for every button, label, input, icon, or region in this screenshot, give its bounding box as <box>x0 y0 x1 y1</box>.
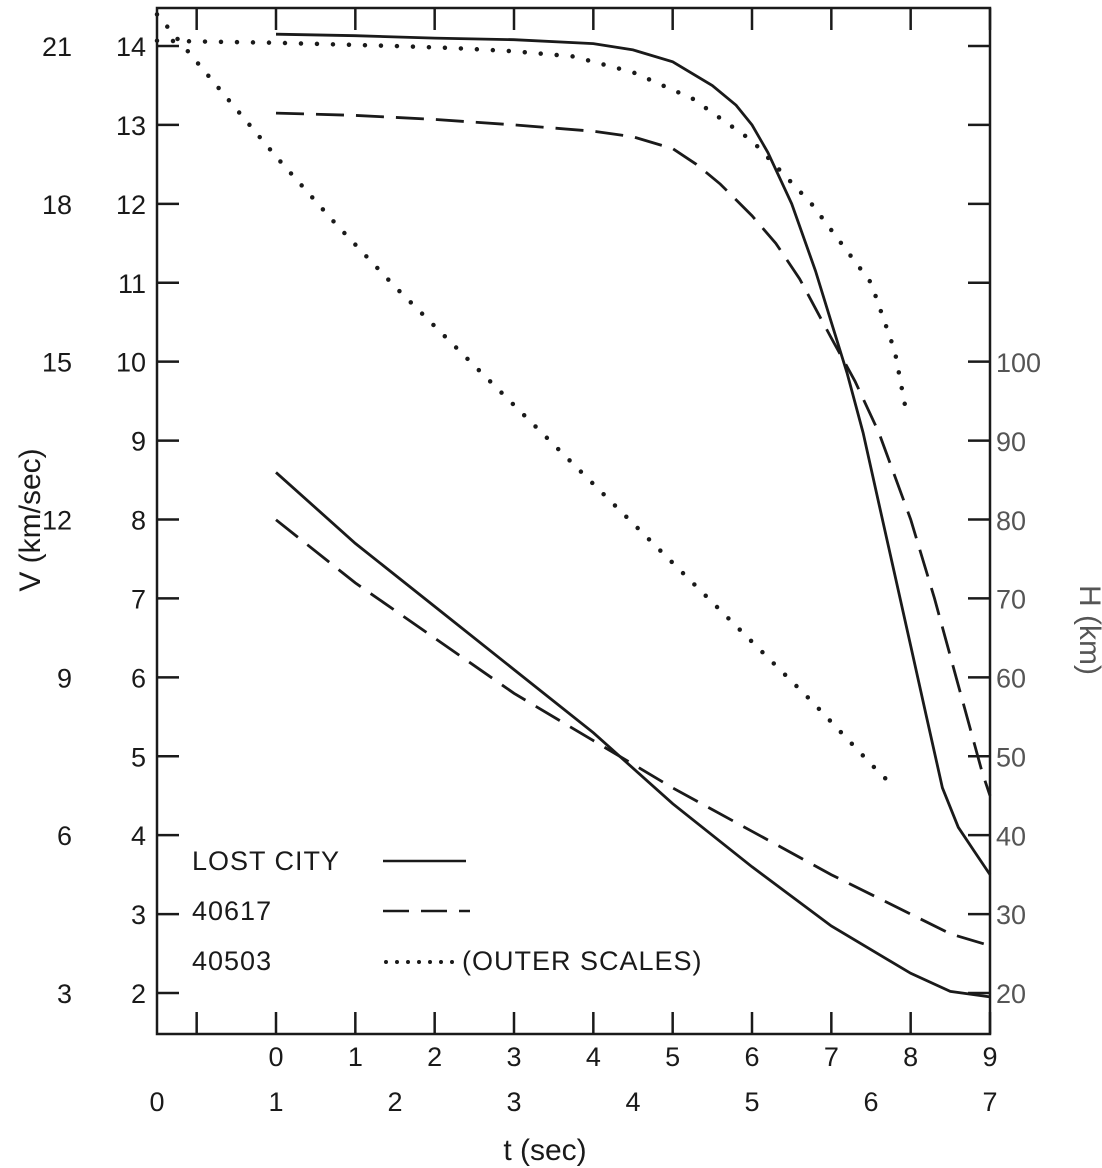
legend: LOST CITY 40617 40503 (OUTER SCALES) <box>192 846 703 976</box>
x-tick-label-outer-6: 6 <box>863 1087 878 1117</box>
y-tick-label-inner-14: 14 <box>116 32 146 62</box>
h-tick-label-100: 100 <box>996 348 1041 378</box>
h-tick-label-70: 70 <box>996 585 1026 615</box>
series-line-40503-v <box>154 38 909 417</box>
series-line-40503-h <box>154 12 898 791</box>
series-line-40617-h <box>275 518 991 948</box>
x-axis-title: t (sec) <box>503 1134 586 1167</box>
x-tick-label-inner-0: 0 <box>268 1042 283 1072</box>
x-tick-label-outer-0: 0 <box>149 1087 164 1117</box>
legend-label-lost-city: LOST CITY <box>192 846 340 876</box>
y-tick-label-inner-7: 7 <box>131 584 146 614</box>
tick-labels: 2345678910111213143691215182120304050607… <box>42 32 1041 1117</box>
y-tick-label-outer-18: 18 <box>42 190 72 220</box>
y-axis-title-right: H (km) <box>1073 585 1102 675</box>
x-tick-label-outer-2: 2 <box>387 1087 402 1117</box>
y-tick-label-outer-6: 6 <box>57 821 72 851</box>
y-tick-label-outer-12: 12 <box>42 506 72 536</box>
y-tick-label-inner-13: 13 <box>116 111 146 141</box>
y-tick-label-outer-3: 3 <box>57 979 72 1009</box>
x-tick-label-outer-1: 1 <box>268 1087 283 1117</box>
y-axis-title-left: V (km/sec) <box>14 448 47 591</box>
y-tick-label-outer-21: 21 <box>42 32 72 62</box>
legend-note-outer-scales: (OUTER SCALES) <box>462 946 703 976</box>
h-tick-label-50: 50 <box>996 742 1026 772</box>
y-tick-label-inner-11: 11 <box>118 269 146 299</box>
h-tick-label-90: 90 <box>996 427 1026 457</box>
legend-label-40617: 40617 <box>192 896 272 926</box>
y-tick-label-outer-15: 15 <box>42 348 72 378</box>
y-tick-label-inner-8: 8 <box>131 506 146 536</box>
x-tick-label-inner-9: 9 <box>982 1042 997 1072</box>
y-tick-label-inner-9: 9 <box>131 427 146 457</box>
x-tick-label-inner-1: 1 <box>348 1042 363 1072</box>
h-tick-label-40: 40 <box>996 821 1026 851</box>
h-tick-label-60: 60 <box>996 664 1026 694</box>
plot-frame <box>155 6 992 1036</box>
x-tick-label-inner-4: 4 <box>586 1042 601 1072</box>
h-tick-label-30: 30 <box>996 900 1026 930</box>
x-tick-label-inner-6: 6 <box>744 1042 759 1072</box>
legend-label-40503: 40503 <box>192 946 272 976</box>
x-tick-label-inner-3: 3 <box>506 1042 521 1072</box>
x-tick-label-outer-5: 5 <box>744 1087 759 1117</box>
y-tick-label-outer-9: 9 <box>57 663 72 693</box>
y-tick-label-inner-10: 10 <box>116 348 146 378</box>
y-tick-label-inner-12: 12 <box>116 190 146 220</box>
series-line-40617-v <box>275 111 992 797</box>
x-tick-label-outer-4: 4 <box>625 1087 640 1117</box>
series-line-lost-city-h <box>275 471 991 999</box>
y-tick-label-inner-2: 2 <box>131 979 146 1009</box>
x-tick-label-inner-5: 5 <box>665 1042 680 1072</box>
x-tick-label-outer-7: 7 <box>982 1087 997 1117</box>
x-tick-label-inner-7: 7 <box>824 1042 839 1072</box>
h-tick-label-20: 20 <box>996 979 1026 1009</box>
series-group <box>154 12 992 999</box>
y-tick-label-inner-5: 5 <box>131 742 146 772</box>
axis-ticks <box>157 8 992 1034</box>
y-tick-label-inner-4: 4 <box>131 821 146 851</box>
h-tick-label-80: 80 <box>996 506 1026 536</box>
y-tick-label-inner-6: 6 <box>131 663 146 693</box>
x-tick-label-outer-3: 3 <box>506 1087 521 1117</box>
x-tick-label-inner-8: 8 <box>903 1042 918 1072</box>
x-tick-label-inner-2: 2 <box>427 1042 442 1072</box>
series-line-lost-city-v <box>275 32 992 876</box>
y-tick-label-inner-3: 3 <box>131 900 146 930</box>
